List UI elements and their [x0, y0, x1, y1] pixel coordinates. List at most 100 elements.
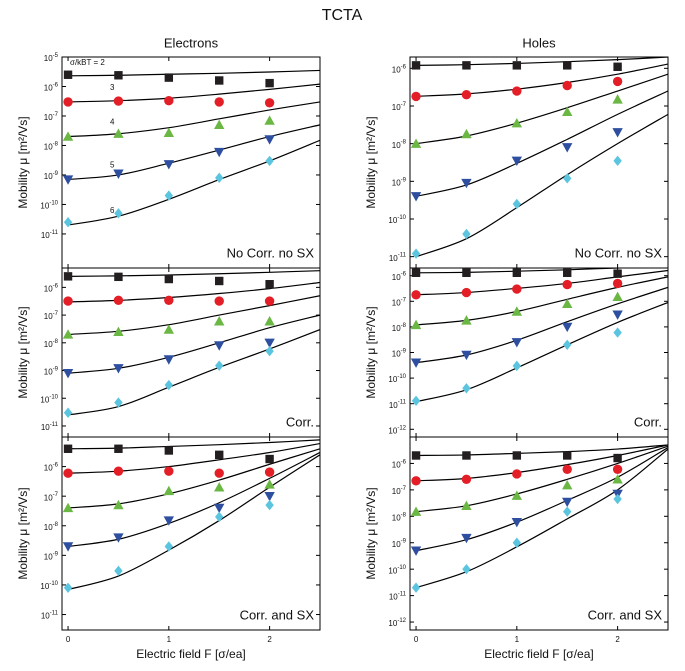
plot-frame: [409, 436, 669, 631]
series-label: 6: [110, 206, 115, 215]
marker: [411, 91, 421, 102]
y-axis-label: Mobility μ [m²/Vs]: [364, 306, 378, 398]
fit-curve: [416, 268, 637, 274]
marker: [114, 71, 123, 80]
figure-title: TCTA: [322, 7, 363, 24]
marker: [62, 369, 74, 379]
marker: [612, 291, 623, 301]
marker: [512, 360, 522, 372]
marker: [113, 128, 124, 138]
marker: [114, 397, 123, 408]
marker: [164, 274, 174, 284]
marker: [114, 565, 123, 577]
marker: [411, 582, 421, 593]
marker: [113, 295, 124, 306]
fit-curve: [416, 57, 668, 66]
y-axis-label: Mobility μ [m²/Vs]: [364, 487, 378, 579]
marker: [612, 128, 623, 138]
marker: [264, 135, 275, 145]
panel-annotation: Corr.: [286, 414, 314, 429]
y-tick-label: 10-6: [44, 82, 59, 93]
y-tick-label: 10-7: [392, 297, 407, 308]
marker: [511, 306, 523, 316]
fit-curve: [415, 448, 668, 589]
marker: [214, 468, 224, 478]
marker: [612, 76, 623, 87]
marker: [164, 73, 174, 82]
marker: [63, 582, 73, 594]
marker: [63, 97, 73, 107]
marker: [62, 131, 74, 141]
x-tick-label: 0: [414, 635, 419, 644]
fit-curve: [416, 444, 668, 482]
y-tick-label: 10-12: [388, 425, 406, 436]
marker: [164, 446, 174, 455]
x-tick-label: 2: [615, 635, 620, 644]
marker: [214, 341, 225, 351]
marker: [264, 338, 275, 349]
marker: [461, 89, 472, 100]
marker: [562, 480, 573, 490]
x-axis-label: Electric field F [σ/ea]: [484, 647, 593, 661]
marker: [410, 358, 422, 368]
y-tick-label: 10-11: [41, 422, 59, 433]
y-tick-label: 10-8: [392, 139, 407, 150]
y-tick-label: 10-10: [388, 215, 406, 226]
marker: [214, 147, 225, 158]
marker: [265, 345, 274, 357]
y-tick-label: 10-6: [44, 283, 59, 294]
marker: [512, 268, 522, 277]
fit-curve: [415, 73, 668, 145]
marker: [113, 499, 124, 510]
marker: [163, 127, 175, 137]
fit-curve: [67, 124, 320, 181]
y-tick-label: 10-6: [392, 459, 407, 470]
marker: [512, 284, 522, 294]
x-tick-label: 2: [267, 635, 272, 644]
y-tick-label: 10-10: [40, 581, 58, 592]
marker: [265, 454, 274, 464]
y-tick-label: 10-6: [392, 271, 407, 282]
y-tick-label: 10-6: [392, 64, 407, 75]
marker: [612, 310, 623, 320]
marker: [461, 287, 472, 298]
marker: [113, 326, 124, 336]
x-tick-label: 1: [515, 635, 520, 644]
y-tick-label: 10-8: [392, 322, 407, 333]
plot-frame: [61, 436, 321, 631]
y-tick-label: 10-10: [388, 565, 406, 576]
y-tick-label: 10-12: [388, 618, 406, 629]
marker: [113, 533, 124, 543]
marker: [462, 383, 471, 394]
marker: [410, 319, 422, 330]
marker: [113, 364, 124, 374]
x-axis-label: Electric field F [σ/ea]: [136, 647, 245, 661]
marker: [214, 296, 224, 306]
marker: [214, 482, 225, 492]
marker: [563, 173, 572, 184]
marker: [461, 500, 472, 510]
marker: [461, 474, 472, 485]
marker: [164, 295, 174, 306]
y-tick-label: 10-7: [44, 311, 59, 322]
y-tick-label: 10-8: [44, 338, 59, 349]
marker: [63, 468, 73, 478]
fit-curve: [415, 286, 668, 364]
marker: [63, 444, 73, 453]
marker: [612, 278, 623, 289]
marker: [461, 350, 472, 361]
marker: [411, 61, 421, 70]
marker: [265, 280, 274, 289]
plot-frame: [409, 56, 669, 269]
fit-curve: [67, 454, 320, 591]
fit-curve: [68, 439, 320, 450]
marker: [411, 451, 421, 460]
marker: [164, 190, 174, 201]
marker: [562, 80, 572, 91]
marker: [114, 272, 123, 282]
y-tick-label: 10-7: [44, 112, 59, 123]
fit-curve: [415, 445, 668, 513]
marker: [512, 469, 522, 479]
marker: [114, 208, 123, 219]
